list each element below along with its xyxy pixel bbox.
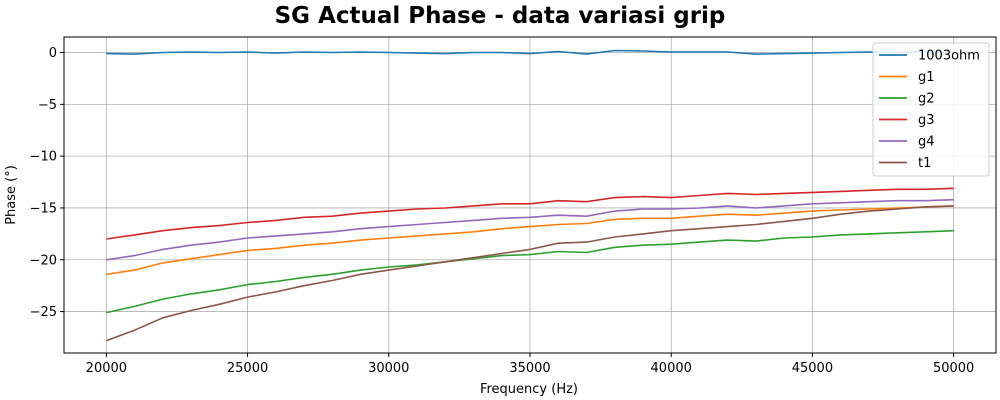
legend-label-t1: t1	[918, 156, 931, 171]
x-axis-label: Frequency (Hz)	[480, 382, 578, 397]
series-line-g3	[106, 187, 954, 240]
x-tick-label: 35000	[509, 361, 550, 376]
legend-label-g2: g2	[918, 92, 935, 107]
x-tick-label: 45000	[792, 361, 833, 376]
grid	[64, 37, 996, 353]
plot-lines	[106, 49, 954, 342]
x-tick-label: 25000	[227, 361, 268, 376]
legend-label-1003ohm: 1003ohm	[918, 49, 980, 64]
x-axis-ticks: 20000 25000 30000 35000 40000 45000 50000	[86, 353, 974, 376]
legend-label-g1: g1	[918, 70, 935, 85]
y-tick-label: −10	[30, 150, 57, 165]
chart-title: SG Actual Phase - data variasi grip	[275, 3, 726, 29]
y-axis-ticks: 0 −5 −10 −15 −20 −25	[30, 46, 64, 320]
y-tick-label: −15	[30, 201, 57, 216]
y-tick-label: −25	[30, 305, 57, 320]
y-tick-label: −5	[38, 98, 57, 113]
series-line-g2	[106, 229, 954, 314]
x-tick-label: 40000	[651, 361, 692, 376]
legend-label-g3: g3	[918, 113, 935, 128]
legend-label-g4: g4	[918, 135, 935, 150]
y-tick-label: −20	[30, 253, 57, 268]
x-tick-label: 20000	[86, 361, 127, 376]
x-tick-label: 30000	[368, 361, 409, 376]
series-line-g1	[106, 205, 954, 276]
series-line-g4	[106, 198, 954, 261]
series-line-t1	[106, 205, 954, 342]
y-axis-label: Phase (°)	[4, 165, 19, 225]
y-tick-label: 0	[49, 46, 57, 61]
legend: 1003ohm g1 g2 g3 g4 t1	[872, 42, 990, 177]
series-line-1003ohm	[106, 49, 954, 55]
x-tick-label: 50000	[933, 361, 974, 376]
